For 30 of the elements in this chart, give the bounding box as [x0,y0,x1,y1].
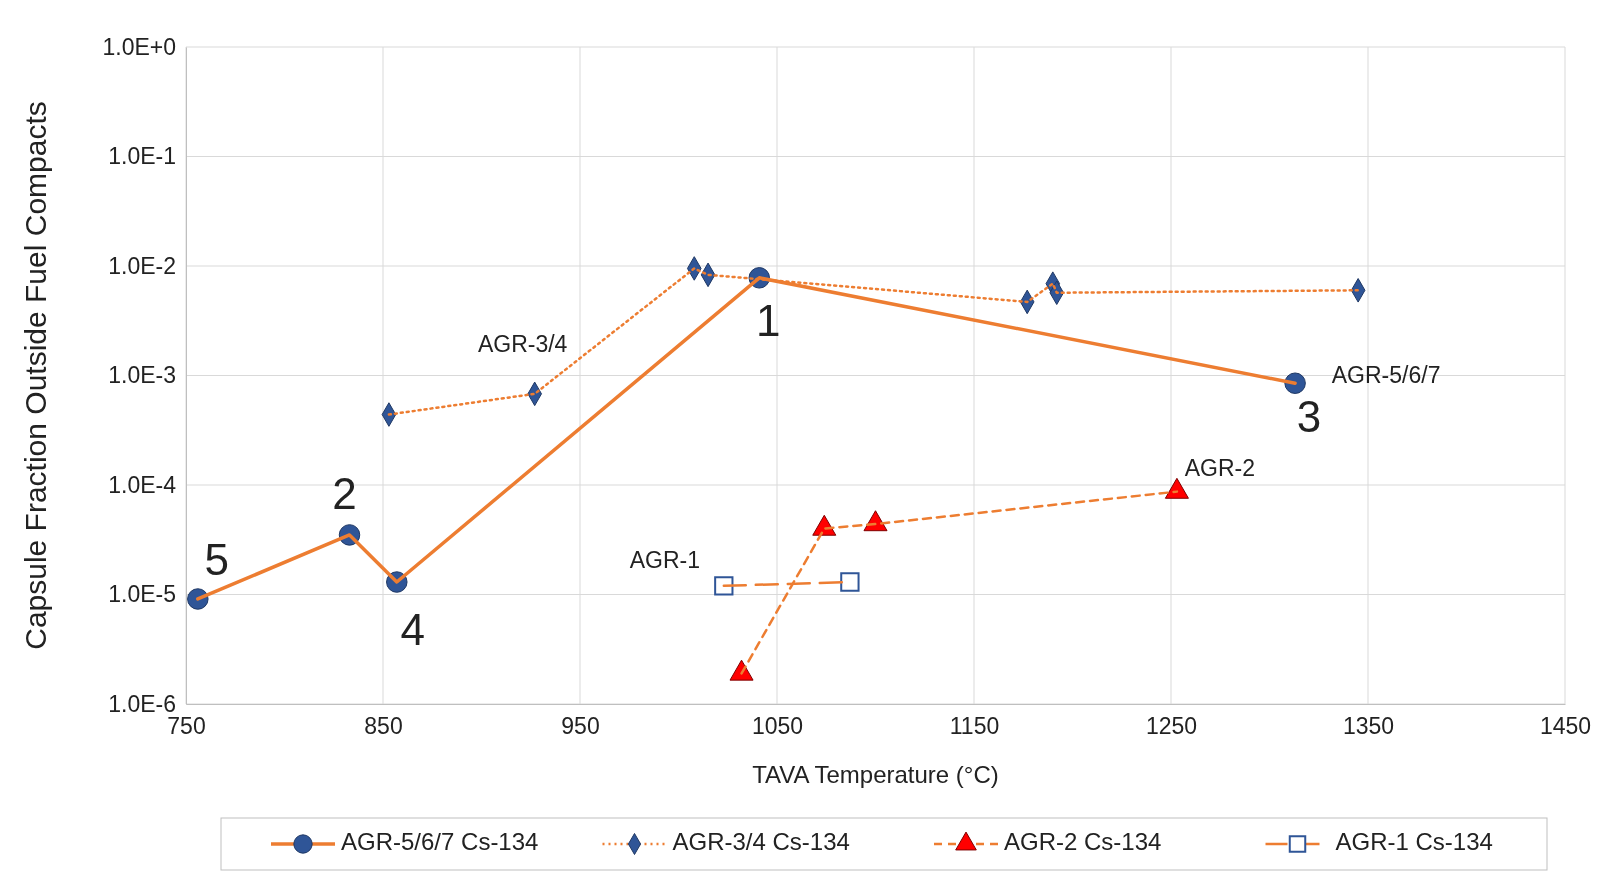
annotation: 5 [204,534,230,584]
annotation: 1 [756,296,781,346]
x-tick-label: 1150 [949,713,1000,740]
x-tick-label: 850 [364,713,403,740]
y-tick-label: 1.0E-4 [108,471,177,498]
x-tick-label: 950 [561,713,600,740]
y-tick-label: 1.0E-1 [108,143,176,170]
x-tick-label: 1450 [1539,713,1592,740]
legend-label: AGR-3/4 Cs-134 [672,828,850,856]
x-axis-title: TAVA Temperature (°C) [752,761,999,788]
annotation: AGR-5/6/7 [1331,362,1441,389]
x-tick-label: 1250 [1145,713,1198,740]
annotation: AGR-3/4 [477,330,568,357]
legend-label: AGR-5/6/7 Cs-134 [341,828,539,856]
annotation: 3 [1296,391,1322,441]
annotation: AGR-1 [629,546,700,573]
legend-label: AGR-1 Cs-134 [1335,828,1493,856]
legend-label: AGR-2 Cs-134 [1004,828,1162,856]
annotation: 4 [400,604,426,654]
y-axis-title: Capsule Fraction Outside Fuel Compacts [19,101,52,650]
y-tick-label: 1.0E-3 [108,362,176,389]
y-tick-label: 1.0E+0 [102,33,176,60]
y-tick-label: 1.0E-5 [108,581,176,608]
annotation: 2 [332,468,357,518]
annotation: AGR-2 [1184,454,1256,481]
point [714,576,734,596]
x-tick-label: 1050 [751,713,804,740]
x-tick-label: 1350 [1342,713,1395,740]
point [840,572,860,592]
y-tick-label: 1.0E-2 [108,252,176,279]
